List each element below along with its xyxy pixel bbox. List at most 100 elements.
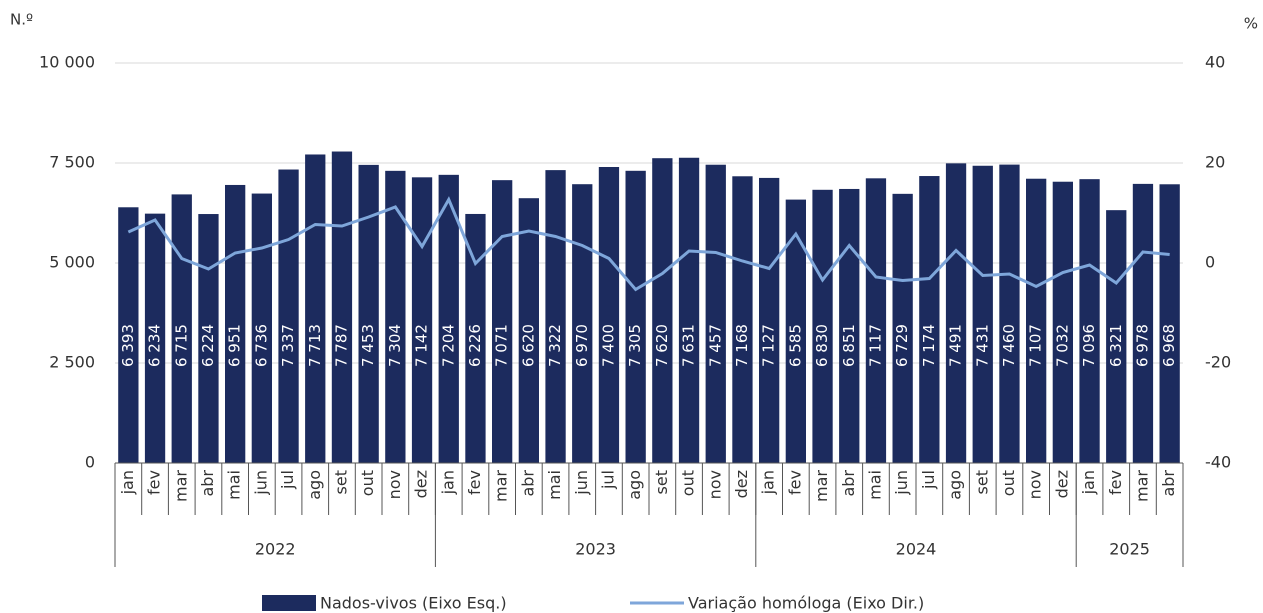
x-tick-label: fev — [1106, 470, 1125, 495]
bar — [1159, 184, 1180, 463]
x-tick-label: set — [331, 470, 350, 494]
y-tick-label: 0 — [85, 453, 95, 472]
x-tick-label: mar — [171, 470, 190, 502]
bar — [144, 213, 166, 463]
bar-value-label: 7 142 — [413, 324, 431, 367]
bar-value-label: 6 234 — [146, 324, 164, 367]
bar-value-label: 6 715 — [172, 324, 190, 367]
bar-value-label: 7 168 — [733, 324, 751, 367]
bar-value-label: 7 322 — [546, 324, 564, 367]
x-tick-label: mai — [545, 470, 564, 500]
bar-value-label: 7 071 — [493, 324, 511, 367]
y-tick-label: 7 500 — [49, 153, 95, 172]
bar — [572, 184, 593, 463]
bar-value-label: 7 491 — [947, 324, 965, 367]
line — [127, 196, 1170, 292]
bar — [1026, 178, 1047, 463]
bar — [972, 165, 993, 463]
bar — [1079, 179, 1100, 463]
x-tick-label: jun — [251, 470, 270, 496]
y2-tick-label: 0 — [1205, 253, 1215, 272]
legend-label: Nados-vivos (Eixo Esq.) — [320, 594, 507, 613]
x-tick-label: abr — [198, 470, 217, 497]
bar — [358, 164, 379, 463]
bar-value-label: 6 978 — [1133, 324, 1151, 367]
bar-value-label: 6 851 — [840, 324, 858, 367]
x-tick-label: out — [679, 470, 698, 496]
bar — [1052, 181, 1073, 463]
x-tick-label: jul — [919, 470, 938, 490]
bar — [251, 193, 272, 463]
y2-tick-label: 20 — [1205, 153, 1225, 172]
bar — [652, 158, 673, 463]
x-tick-label: fev — [465, 470, 484, 495]
bar — [278, 169, 299, 463]
x-tick-label: jul — [598, 470, 617, 490]
bar-value-label: 6 951 — [226, 324, 244, 367]
bar-value-label: 7 337 — [279, 324, 297, 367]
bar-value-label: 6 585 — [786, 324, 804, 367]
x-tick-label: ago — [946, 470, 965, 500]
bar-value-label: 6 729 — [893, 324, 911, 367]
bar — [812, 189, 833, 464]
group-label: 2024 — [896, 540, 937, 559]
bar — [438, 174, 459, 463]
bar-value-label: 7 431 — [973, 324, 991, 367]
bar-value-label: 7 305 — [626, 324, 644, 367]
bar-value-label: 7 127 — [760, 324, 778, 367]
x-tick-label: set — [972, 470, 991, 494]
x-tick-label: dez — [412, 470, 431, 498]
bar — [118, 207, 139, 463]
bar — [518, 198, 539, 463]
bar-value-label: 7 204 — [439, 324, 457, 367]
bar-value-label: 7 174 — [920, 324, 938, 367]
bar-value-label: 7 631 — [680, 324, 698, 367]
bar-value-label: 7 400 — [599, 324, 617, 367]
x-tick-label: set — [652, 470, 671, 494]
x-tick-label: out — [999, 470, 1018, 496]
x-tick-label: mar — [1132, 470, 1151, 502]
x-tick-label: ago — [305, 470, 324, 500]
bar-value-label: 7 096 — [1080, 324, 1098, 367]
bar — [945, 163, 967, 464]
x-tick-label: ago — [625, 470, 644, 500]
bar — [785, 199, 806, 463]
y-axis-label: N.º — [10, 11, 33, 29]
x-tick-label: jun — [572, 470, 591, 496]
bar-value-label: 7 457 — [706, 324, 724, 367]
group-label: 2022 — [255, 540, 296, 559]
x-tick-label: jan — [438, 470, 457, 495]
x-tick-label: dez — [732, 470, 751, 498]
x-tick-label: mar — [812, 470, 831, 502]
bar-value-label: 6 226 — [466, 324, 484, 367]
group-label: 2023 — [575, 540, 616, 559]
x-tick-label: nov — [1026, 470, 1045, 499]
x-tick-label: jan — [118, 470, 137, 495]
bar-value-label: 6 970 — [573, 324, 591, 367]
x-tick-label: jan — [1079, 470, 1098, 495]
bar — [465, 213, 486, 463]
bar — [492, 180, 513, 463]
bar-value-label: 6 968 — [1160, 324, 1178, 367]
x-tick-label: dez — [1052, 470, 1071, 498]
bar-value-label: 6 620 — [519, 324, 537, 367]
bar — [331, 151, 353, 463]
bar — [865, 178, 887, 463]
x-tick-label: abr — [839, 470, 858, 497]
bar-value-label: 7 453 — [359, 324, 377, 367]
bar-value-label: 7 620 — [653, 324, 671, 367]
x-tick-label: mai — [865, 470, 884, 500]
legend-label: Variação homóloga (Eixo Dir.) — [688, 594, 924, 613]
x-tick-label: nov — [705, 470, 724, 499]
bar-value-label: 7 032 — [1053, 324, 1071, 367]
y2-tick-label: -20 — [1205, 353, 1231, 372]
x-tick-label: jul — [278, 470, 297, 490]
x-tick-label: jun — [892, 470, 911, 496]
bar — [732, 176, 753, 463]
bar-value-label: 6 224 — [199, 324, 217, 367]
bar — [598, 167, 620, 463]
y2-tick-label: -40 — [1205, 453, 1231, 472]
x-tick-label: nov — [385, 470, 404, 499]
bar — [1106, 210, 1127, 463]
x-tick-label: fev — [145, 470, 164, 495]
